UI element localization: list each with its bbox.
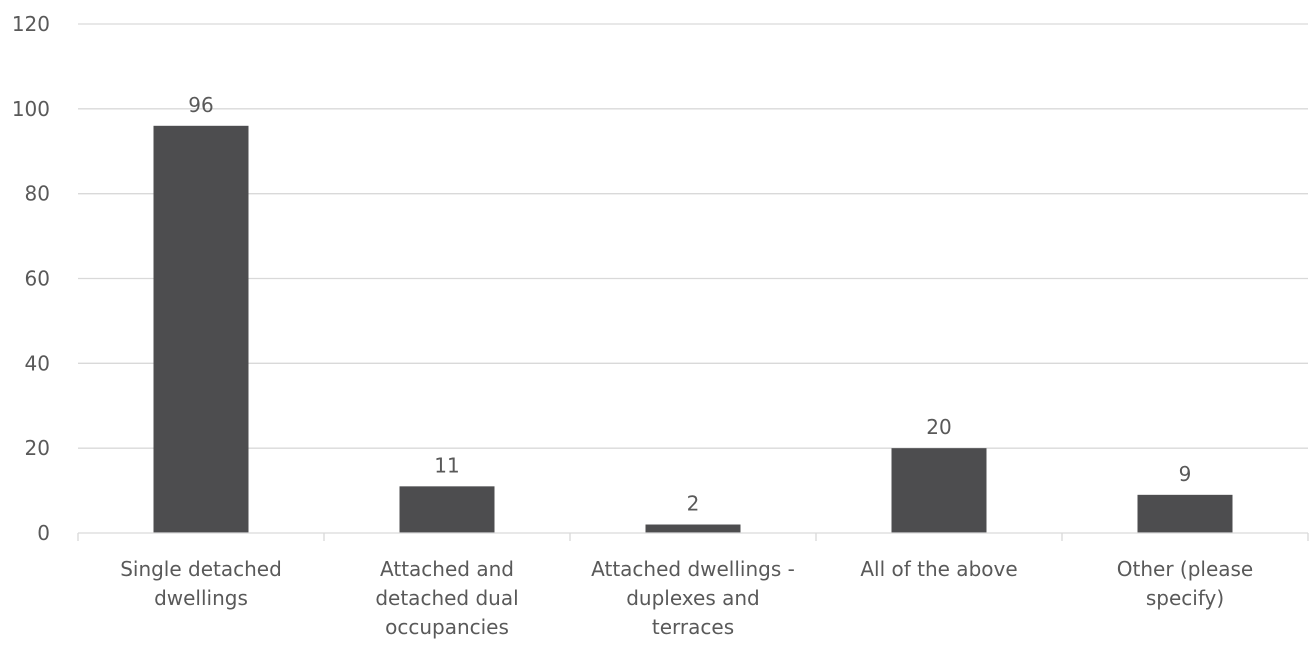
x-axis-category-labels: Single detached dwellings Attached and deta… xyxy=(120,557,1253,639)
data-label: 20 xyxy=(926,415,951,439)
bar xyxy=(1137,494,1233,533)
y-tick-label: 60 xyxy=(25,267,50,291)
bar xyxy=(645,524,741,533)
bar xyxy=(399,486,495,533)
data-label: 2 xyxy=(687,492,700,516)
category-label-line: detached dual xyxy=(375,586,518,610)
category-label-line: Attached and xyxy=(380,557,514,581)
category-label: Attached and detached dual occupancies xyxy=(375,557,518,639)
y-axis-tick-labels: 0 20 40 60 80 100 120 xyxy=(12,12,50,545)
category-label: Attached dwellings - duplexes and terraces xyxy=(591,557,795,639)
data-labels: 96 11 2 20 9 xyxy=(188,93,1191,516)
bar xyxy=(153,125,249,534)
x-axis xyxy=(77,532,1309,541)
category-label-line: terraces xyxy=(652,615,734,639)
data-label: 11 xyxy=(434,453,459,477)
bar xyxy=(891,448,987,533)
category-label: Other (please specify) xyxy=(1117,557,1253,610)
category-label-line: All of the above xyxy=(860,557,1017,581)
category-label: All of the above xyxy=(860,557,1017,581)
category-label-line: specify) xyxy=(1146,586,1224,610)
category-label-line: occupancies xyxy=(385,615,509,639)
category-label-line: dwellings xyxy=(154,586,248,610)
category-label-line: Other (please xyxy=(1117,557,1253,581)
y-tick-label: 80 xyxy=(25,182,50,206)
data-label: 96 xyxy=(188,93,213,117)
category-label-line: Single detached xyxy=(120,557,282,581)
y-tick-label: 0 xyxy=(37,521,50,545)
y-tick-label: 40 xyxy=(25,351,50,375)
category-label: Single detached dwellings xyxy=(120,557,282,610)
y-tick-label: 120 xyxy=(12,12,50,36)
y-tick-label: 20 xyxy=(25,436,50,460)
category-label-line: Attached dwellings - xyxy=(591,557,795,581)
bars xyxy=(153,125,1233,534)
category-label-line: duplexes and xyxy=(626,586,760,610)
data-label: 9 xyxy=(1179,462,1192,486)
y-tick-label: 100 xyxy=(12,97,50,121)
gridlines xyxy=(78,23,1308,449)
